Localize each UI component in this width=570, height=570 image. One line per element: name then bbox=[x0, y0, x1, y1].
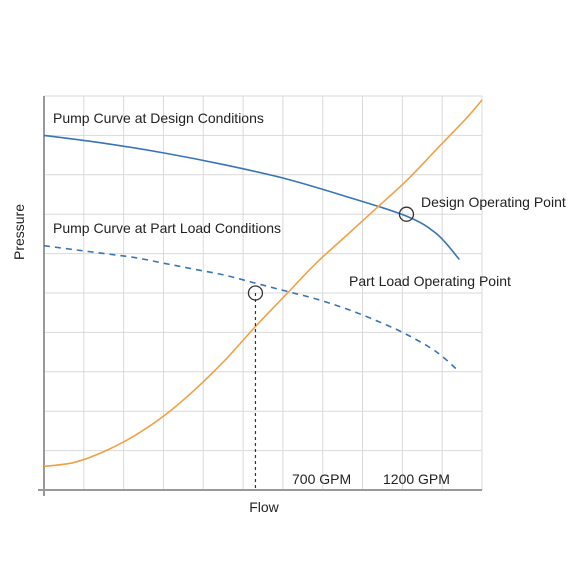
markers bbox=[247, 206, 415, 490]
series-label-part-load: Pump Curve at Part Load Conditions bbox=[53, 220, 281, 236]
part-load-operating-point-marker bbox=[247, 285, 264, 301]
part-load-pump-curve-line bbox=[43, 244, 460, 373]
annotation-design-operating-point: Design Operating Point bbox=[421, 194, 566, 210]
series-label-design: Pump Curve at Design Conditions bbox=[53, 110, 264, 126]
x-axis-title: Flow bbox=[249, 499, 279, 515]
design-operating-point-marker bbox=[398, 206, 415, 222]
x-tick-label-1200: 1200 GPM bbox=[383, 471, 450, 487]
axes bbox=[38, 96, 482, 496]
x-tick-label-700: 700 GPM bbox=[292, 471, 351, 487]
y-axis-title: Pressure bbox=[11, 204, 27, 260]
series-layer bbox=[43, 99, 483, 468]
labels: Pump Curve at Design Conditions Pump Cur… bbox=[11, 110, 566, 515]
annotation-part-load-operating-point: Part Load Operating Point bbox=[349, 273, 511, 289]
system-curve-line bbox=[43, 99, 483, 468]
design-pump-curve-line bbox=[43, 134, 460, 261]
